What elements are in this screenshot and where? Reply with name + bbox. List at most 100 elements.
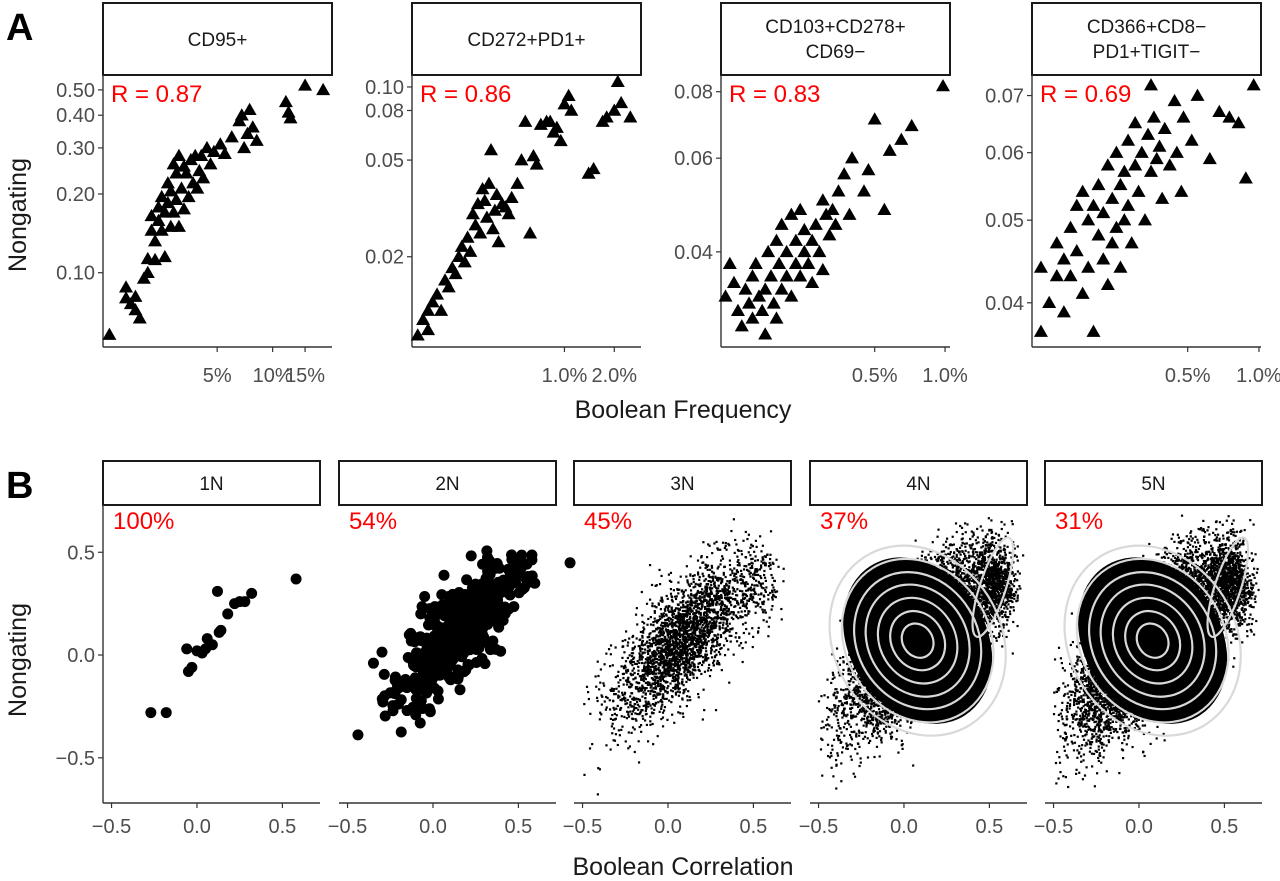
data-point — [734, 614, 738, 617]
data-point — [706, 583, 710, 586]
data-point — [710, 656, 714, 659]
data-point — [699, 651, 702, 654]
data-point — [738, 644, 741, 647]
data-point — [629, 672, 632, 675]
data-point — [438, 569, 450, 581]
data-point — [658, 710, 661, 713]
data-point — [623, 715, 626, 719]
data-point — [718, 595, 721, 598]
data-point — [718, 625, 721, 628]
data-point — [742, 581, 745, 584]
data-point — [642, 704, 645, 707]
data-point — [663, 635, 666, 639]
facet-a-3: CD103+CD278+CD69−0.040.060.080.5% 1.0%R =… — [674, 2, 968, 387]
data-point — [160, 707, 172, 719]
percentage-label: 45% — [584, 508, 632, 535]
data-point — [685, 606, 688, 609]
data-point — [774, 590, 777, 594]
data-point-triangle — [772, 256, 787, 269]
data-point — [875, 727, 879, 730]
data-point-triangle — [1167, 93, 1182, 107]
y-tick-label: 0.40 — [56, 105, 95, 127]
facet-b-2N: 2N−0.5 0.0 0.554% — [328, 460, 576, 838]
data-point — [733, 567, 736, 570]
data-point — [862, 724, 865, 727]
data-point — [764, 611, 767, 614]
data-point — [683, 621, 686, 624]
data-point-triangle — [752, 289, 767, 302]
data-point — [745, 568, 749, 572]
data-point — [743, 610, 747, 613]
data-point — [704, 626, 707, 629]
y-tick-label: −0.5 — [56, 748, 95, 770]
data-point — [677, 625, 680, 628]
data-point — [715, 587, 719, 590]
facet-strip-label: PD1+TIGIT− — [1093, 42, 1201, 63]
data-point — [656, 648, 659, 651]
data-point — [707, 640, 710, 643]
y-tick-label: 0.30 — [56, 138, 95, 160]
data-point — [713, 581, 716, 584]
data-point — [696, 610, 699, 613]
data-point — [738, 562, 741, 565]
data-point — [754, 539, 758, 542]
data-point — [968, 544, 971, 547]
data-point — [695, 619, 698, 622]
data-point — [670, 606, 673, 609]
data-point — [710, 625, 713, 628]
data-point — [713, 585, 717, 588]
data-point-triangle — [1042, 295, 1057, 309]
data-point — [637, 669, 640, 672]
data-point — [689, 589, 693, 592]
data-point — [753, 584, 756, 587]
data-point-triangle — [788, 256, 803, 269]
data-point — [698, 578, 701, 581]
data-point — [729, 640, 732, 643]
data-point — [674, 630, 677, 633]
data-point-triangle — [1117, 213, 1132, 226]
data-point — [763, 609, 766, 612]
data-point — [585, 685, 589, 688]
data-point — [506, 549, 518, 561]
data-point — [463, 659, 475, 671]
data-point — [760, 550, 763, 553]
data-point — [653, 708, 656, 711]
data-point — [640, 643, 643, 647]
data-point — [703, 659, 706, 662]
data-point — [735, 576, 738, 579]
data-point — [736, 579, 739, 582]
data-point — [605, 706, 608, 709]
data-point — [710, 630, 714, 633]
data-point-triangle — [805, 275, 820, 288]
data-point — [744, 530, 747, 534]
data-point — [705, 593, 708, 596]
data-point — [641, 695, 644, 698]
data-point — [673, 609, 676, 613]
data-point — [639, 689, 642, 692]
data-point — [706, 620, 709, 624]
data-point — [703, 579, 706, 582]
data-point — [605, 744, 608, 747]
data-point — [707, 575, 710, 578]
data-point-triangle — [489, 187, 504, 200]
data-point — [367, 657, 379, 669]
data-point — [694, 654, 697, 657]
data-point — [700, 626, 703, 629]
data-point — [637, 708, 640, 711]
data-point — [661, 677, 665, 681]
data-point — [438, 659, 450, 671]
data-point — [782, 580, 785, 583]
data-point — [594, 675, 597, 678]
y-tick-label: 0.05 — [985, 210, 1024, 232]
data-point — [634, 676, 637, 679]
data-point — [589, 712, 592, 715]
data-point — [751, 627, 754, 630]
data-point — [704, 563, 707, 566]
data-point — [211, 585, 223, 597]
percentage-label: 54% — [349, 508, 397, 535]
data-point — [628, 637, 631, 640]
data-point-triangle — [819, 207, 834, 220]
data-point — [630, 683, 634, 686]
data-point-triangle — [224, 130, 239, 143]
data-point — [677, 667, 680, 670]
